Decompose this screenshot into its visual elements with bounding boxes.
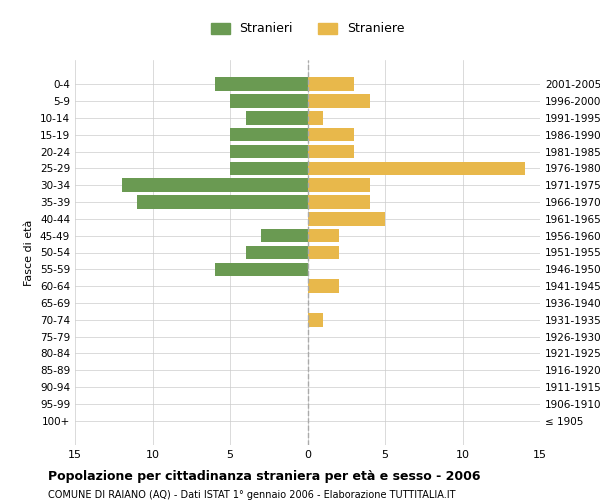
Text: Popolazione per cittadinanza straniera per età e sesso - 2006: Popolazione per cittadinanza straniera p… — [48, 470, 481, 483]
Legend: Stranieri, Straniere: Stranieri, Straniere — [205, 16, 410, 42]
Y-axis label: Fasce di età: Fasce di età — [25, 220, 34, 286]
Bar — [308, 94, 370, 108]
Bar — [261, 229, 308, 242]
Bar — [308, 212, 385, 226]
Text: COMUNE DI RAIANO (AQ) - Dati ISTAT 1° gennaio 2006 - Elaborazione TUTTITALIA.IT: COMUNE DI RAIANO (AQ) - Dati ISTAT 1° ge… — [48, 490, 455, 500]
Bar — [230, 145, 308, 158]
Bar — [308, 162, 524, 175]
Bar — [230, 128, 308, 141]
Bar — [308, 196, 370, 209]
Bar — [137, 196, 308, 209]
Bar — [308, 128, 354, 141]
Bar — [308, 145, 354, 158]
Bar — [308, 246, 338, 259]
Bar — [230, 162, 308, 175]
Bar — [308, 280, 338, 293]
Bar — [230, 94, 308, 108]
Bar — [308, 78, 354, 91]
Bar — [308, 229, 338, 242]
Bar — [308, 111, 323, 124]
Bar — [308, 313, 323, 326]
Bar — [121, 178, 308, 192]
Bar — [245, 246, 308, 259]
Bar — [215, 262, 308, 276]
Bar — [245, 111, 308, 124]
Bar — [215, 78, 308, 91]
Bar — [308, 178, 370, 192]
